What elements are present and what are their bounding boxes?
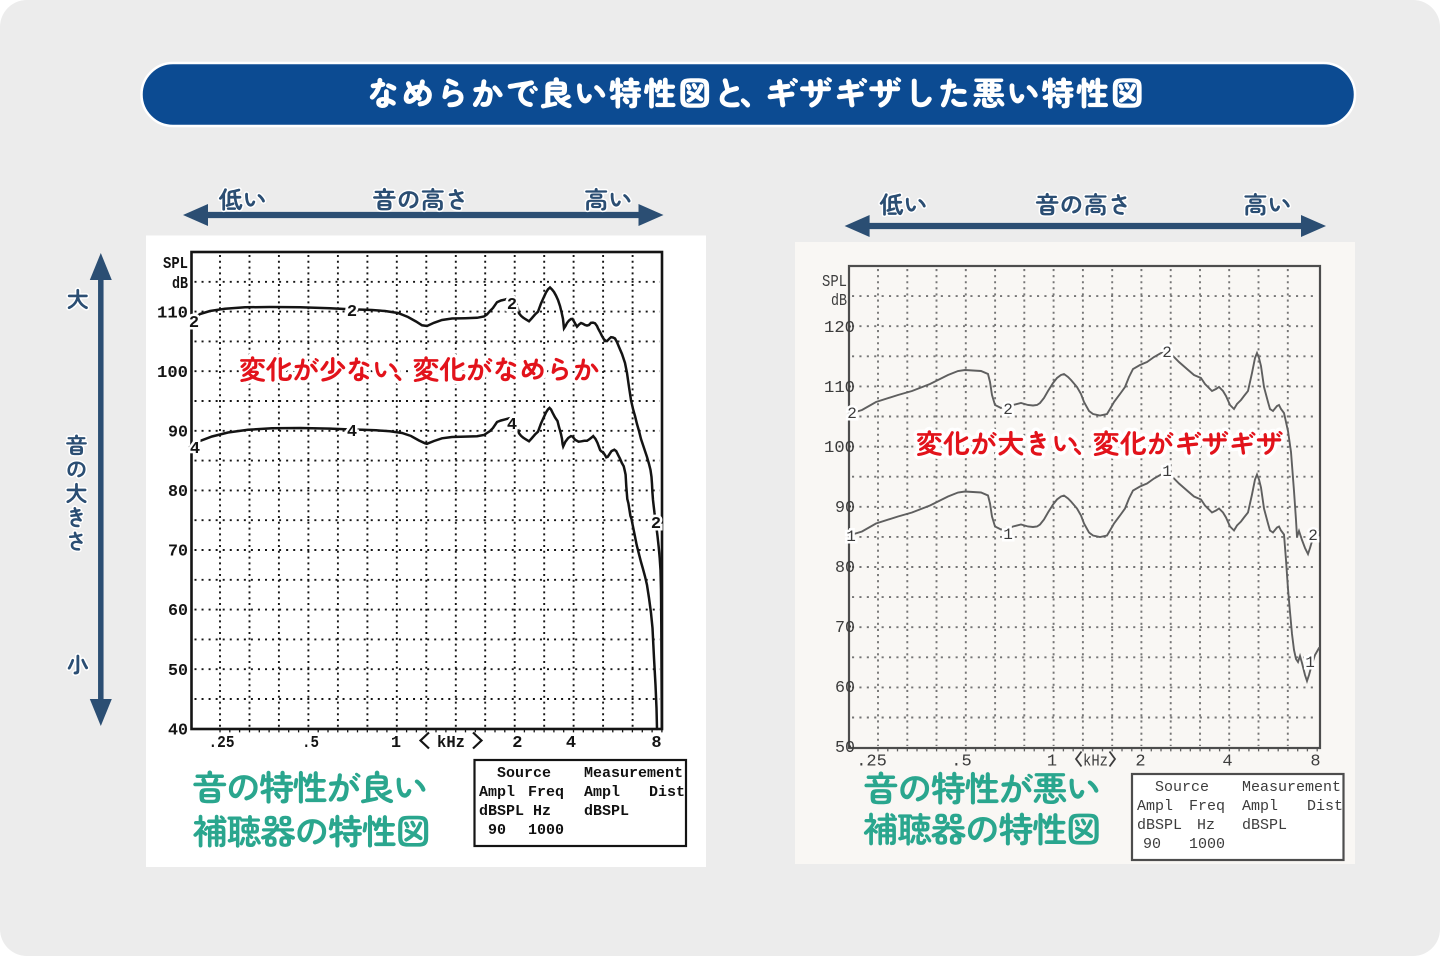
svg-text:70: 70 [835,619,855,638]
svg-text:dBSPL: dBSPL [1137,817,1182,834]
svg-text:50: 50 [168,662,188,681]
svg-text:2: 2 [1162,344,1172,362]
svg-text:.5: .5 [302,734,319,753]
svg-text:90: 90 [488,822,506,839]
svg-text:dBSPL: dBSPL [479,803,524,820]
svg-text:100: 100 [157,364,188,383]
svg-text:Hz: Hz [533,803,551,820]
svg-text:4: 4 [507,416,517,435]
svg-text:Freq: Freq [528,784,564,801]
svg-text:Ampl: Ampl [584,784,620,801]
svg-text:1: 1 [1047,753,1057,772]
svg-text:80: 80 [835,559,855,578]
svg-text:1: 1 [1162,463,1172,481]
svg-text:2: 2 [189,314,199,333]
svg-text:90: 90 [1143,836,1161,853]
svg-text:40: 40 [168,721,188,740]
svg-text:Ampl: Ampl [479,784,515,801]
svg-text:2: 2 [512,734,522,753]
svg-text:Dist: Dist [649,784,685,801]
svg-text:70: 70 [168,543,188,562]
svg-text:50: 50 [835,739,855,758]
svg-text:2: 2 [1135,753,1145,772]
svg-text:Measurement: Measurement [584,765,683,782]
svg-text:kHz: kHz [437,734,465,753]
svg-text:Hz: Hz [1197,817,1215,834]
svg-text:60: 60 [835,679,855,698]
svg-text:90: 90 [835,499,855,518]
svg-text:2: 2 [847,405,857,423]
svg-text:90: 90 [168,424,188,443]
svg-text:1: 1 [1305,654,1315,672]
svg-text:.25: .25 [209,734,235,753]
svg-text:120: 120 [824,319,855,338]
svg-text:2: 2 [1003,401,1013,419]
svg-text:Source: Source [1155,779,1209,796]
svg-text:1: 1 [391,734,401,753]
svg-text:80: 80 [168,483,188,502]
svg-text:1000: 1000 [1189,836,1225,853]
svg-text:1000: 1000 [528,822,564,839]
svg-text:Dist: Dist [1307,798,1343,815]
svg-text:110: 110 [824,379,855,398]
svg-text:dBSPL: dBSPL [1242,817,1287,834]
svg-text:2: 2 [347,303,357,322]
svg-text:4: 4 [566,734,576,753]
svg-text:1: 1 [846,528,856,546]
svg-text:Ampl: Ampl [1137,798,1173,815]
svg-text:8: 8 [1310,753,1320,772]
svg-text:dBSPL: dBSPL [584,803,629,820]
svg-text:Ampl: Ampl [1242,798,1278,815]
svg-text:kHz: kHz [1083,753,1108,772]
svg-text:100: 100 [824,439,855,458]
svg-text:2: 2 [1308,527,1318,545]
svg-text:1: 1 [1003,526,1013,544]
svg-text:4: 4 [1222,753,1232,772]
svg-text:4: 4 [347,423,357,442]
svg-text:4: 4 [190,440,200,459]
svg-text:.5: .5 [951,753,971,772]
svg-text:SPL: SPL [163,255,188,274]
svg-text:2: 2 [507,296,517,315]
svg-text:Measurement: Measurement [1242,779,1341,796]
svg-text:8: 8 [651,734,661,753]
svg-text:Source: Source [497,765,551,782]
svg-text:60: 60 [168,602,188,621]
svg-text:110: 110 [157,305,188,324]
svg-text:Freq: Freq [1189,798,1225,815]
svg-text:dB: dB [172,275,188,294]
svg-text:2: 2 [651,515,661,534]
svg-text:dB: dB [831,292,847,311]
svg-text:.25: .25 [856,753,887,772]
svg-text:SPL: SPL [822,273,847,292]
